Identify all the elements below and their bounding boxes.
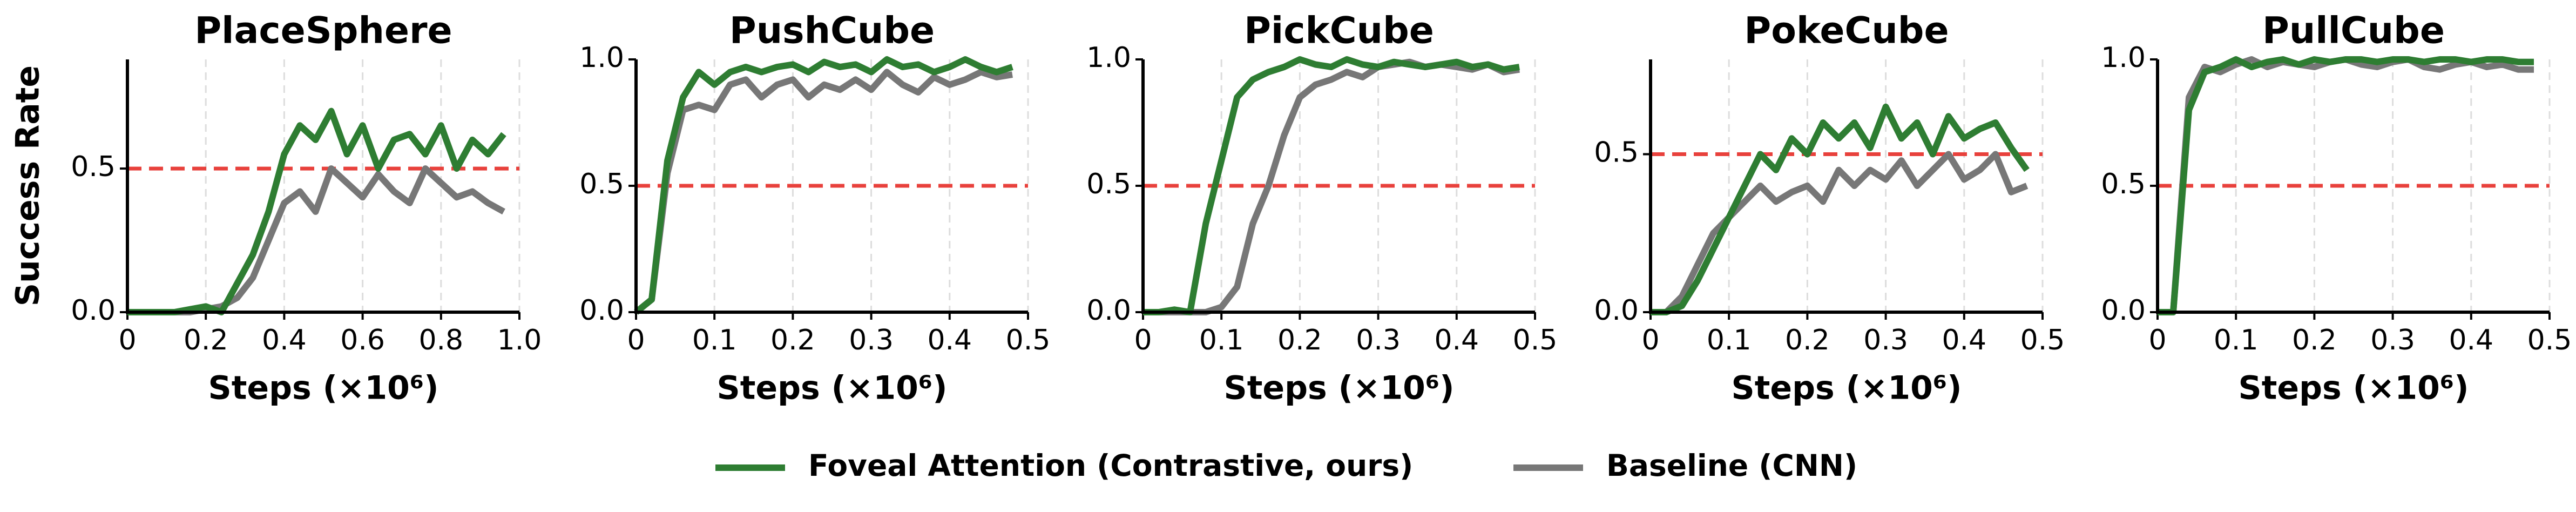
chart-title: PushCube	[729, 10, 935, 52]
series-line	[127, 165, 505, 315]
x-tick-label: 0.1	[2214, 324, 2259, 356]
series-line	[1143, 56, 1520, 315]
x-tick-label: 0	[1641, 324, 1659, 356]
x-tick-label: 0.8	[418, 324, 463, 356]
x-axis-label: Steps (×10⁶)	[1223, 369, 1454, 407]
y-tick-label: 1.0	[2101, 42, 2146, 74]
x-tick-label: 0.2	[184, 324, 228, 356]
x-tick-label: 0.5	[2527, 324, 2572, 356]
x-axis-label: Steps (×10⁶)	[1731, 369, 1962, 407]
chart-title: PlaceSphere	[194, 10, 452, 52]
chart-title: PokeCube	[1744, 10, 1949, 52]
x-tick-label: 0.5	[1006, 324, 1051, 356]
y-tick-label: 0.5	[2101, 168, 2146, 200]
x-tick-label: 0	[118, 324, 136, 356]
x-tick-label: 0.5	[2020, 324, 2065, 356]
x-tick-label: 1.0	[497, 324, 542, 356]
series-line	[127, 107, 506, 315]
x-tick-label: 0.1	[692, 324, 737, 356]
y-axis-label: Success Rate	[9, 65, 47, 306]
x-tick-label: 0.2	[1785, 324, 1830, 356]
y-tick-label: 0.0	[1594, 294, 1639, 327]
y-tick-label: 0.5	[1594, 137, 1639, 169]
y-tick-label: 0.0	[1086, 294, 1131, 327]
x-axis-label: Steps (×10⁶)	[2238, 369, 2469, 407]
legend-label: Baseline (CNN)	[1606, 448, 1857, 483]
series-line	[1651, 103, 2030, 315]
y-tick-label: 0.0	[2101, 294, 2146, 327]
x-tick-label: 0.4	[1942, 324, 1986, 356]
y-tick-label: 0.5	[579, 168, 624, 200]
y-tick-label: 1.0	[579, 42, 624, 74]
y-tick-label: 0.5	[71, 151, 116, 183]
x-axis-label: Steps (×10⁶)	[208, 369, 438, 407]
y-tick-label: 0.0	[71, 294, 116, 327]
legend-label: Foveal Attention (Contrastive, ours)	[808, 448, 1413, 483]
chart-title: PickCube	[1244, 10, 1434, 52]
x-axis-label: Steps (×10⁶)	[716, 369, 947, 407]
series-line	[2158, 56, 2534, 315]
x-tick-label: 0.1	[1199, 324, 1244, 356]
series-line	[634, 69, 1013, 315]
x-tick-label: 0.4	[262, 324, 307, 356]
x-tick-label: 0.2	[2292, 324, 2337, 356]
x-tick-label: 0.6	[340, 324, 385, 356]
x-tick-label: 0.2	[770, 324, 815, 356]
y-tick-label: 0.0	[579, 294, 624, 327]
y-tick-label: 1.0	[1086, 42, 1131, 74]
series-line	[1651, 151, 2029, 315]
y-tick-label: 0.5	[1086, 168, 1131, 200]
x-tick-label: 0.3	[1356, 324, 1401, 356]
chart-title: PullCube	[2262, 10, 2445, 52]
series-line	[634, 56, 1013, 315]
x-tick-label: 0.5	[1513, 324, 1558, 356]
x-tick-label: 0.4	[2449, 324, 2493, 356]
x-tick-label: 0	[627, 324, 645, 356]
x-tick-label: 0	[2148, 324, 2166, 356]
x-tick-label: 0.4	[927, 324, 972, 356]
x-tick-label: 0.3	[1863, 324, 1908, 356]
x-tick-label: 0	[1134, 324, 1152, 356]
x-tick-label: 0.1	[1707, 324, 1752, 356]
x-tick-label: 0.3	[2370, 324, 2415, 356]
x-tick-label: 0.2	[1277, 324, 1322, 356]
x-tick-label: 0.4	[1434, 324, 1479, 356]
x-tick-label: 0.3	[849, 324, 894, 356]
